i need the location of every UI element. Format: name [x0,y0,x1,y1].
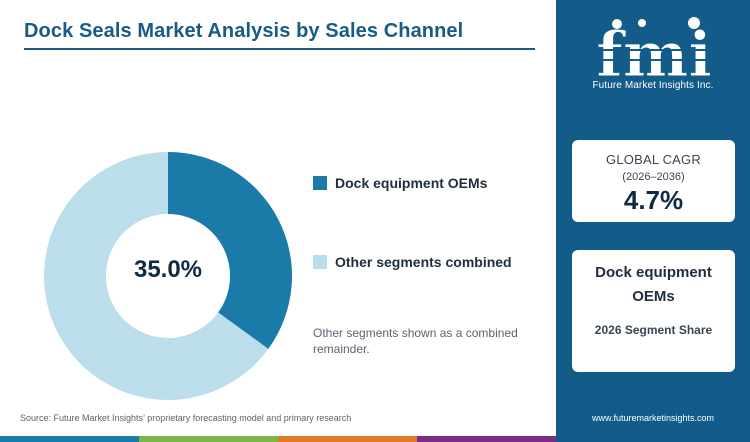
bottom-bar-segment [278,436,417,442]
bottom-bar-segment [139,436,278,442]
logo-dot [638,19,646,27]
legend-swatch [313,176,327,190]
segment-card: Dock equipment OEMs 2026 Segment Share [572,250,735,372]
sidebar: fmi Future Market Insights Inc. GLOBAL C… [556,0,750,442]
segment-subheading: 2026 Segment Share [594,323,713,337]
logo-dot [688,17,700,29]
logo-subtitle: Future Market Insights Inc. [592,80,714,91]
donut-center-label: 35.0% [134,256,202,283]
chart-panel: Dock Seals Market Analysis by Sales Chan… [0,20,556,442]
fmi-logo: fmi [588,17,720,92]
title-divider [24,48,535,50]
chart-note: Other segments shown as a combined remai… [313,326,518,356]
donut-slice-dock-equipment-oems [168,152,292,349]
bottom-bar-segment [417,436,556,442]
legend-label: Other segments combined [335,254,512,270]
legend-label: Dock equipment OEMs [335,175,488,191]
logo-dot [612,19,622,29]
legend-item-other-segments: Other segments combined [313,254,512,270]
cagr-period: (2026–2036) [622,171,685,183]
bottom-color-bar [0,436,556,442]
page-title: Dock Seals Market Analysis by Sales Chan… [24,20,464,42]
website-link[interactable]: www.futuremarketinsights.com [591,413,715,423]
cagr-heading: GLOBAL CAGR [606,152,701,167]
cagr-card: GLOBAL CAGR (2026–2036) 4.7% [572,140,735,222]
legend-item-dock-equipment-oems: Dock equipment OEMs [313,175,487,191]
bottom-bar-segment [0,436,139,442]
logo-wordmark: fmi [596,18,712,91]
source-note: Source: Future Market Insights’ propriet… [20,413,352,423]
legend-swatch [313,255,327,269]
segment-heading: Dock equipment OEMs [595,264,712,305]
donut-chart: 35.0% [43,152,292,401]
cagr-value: 4.7% [623,185,684,215]
donut-slice-other-segments-combined [43,152,269,401]
